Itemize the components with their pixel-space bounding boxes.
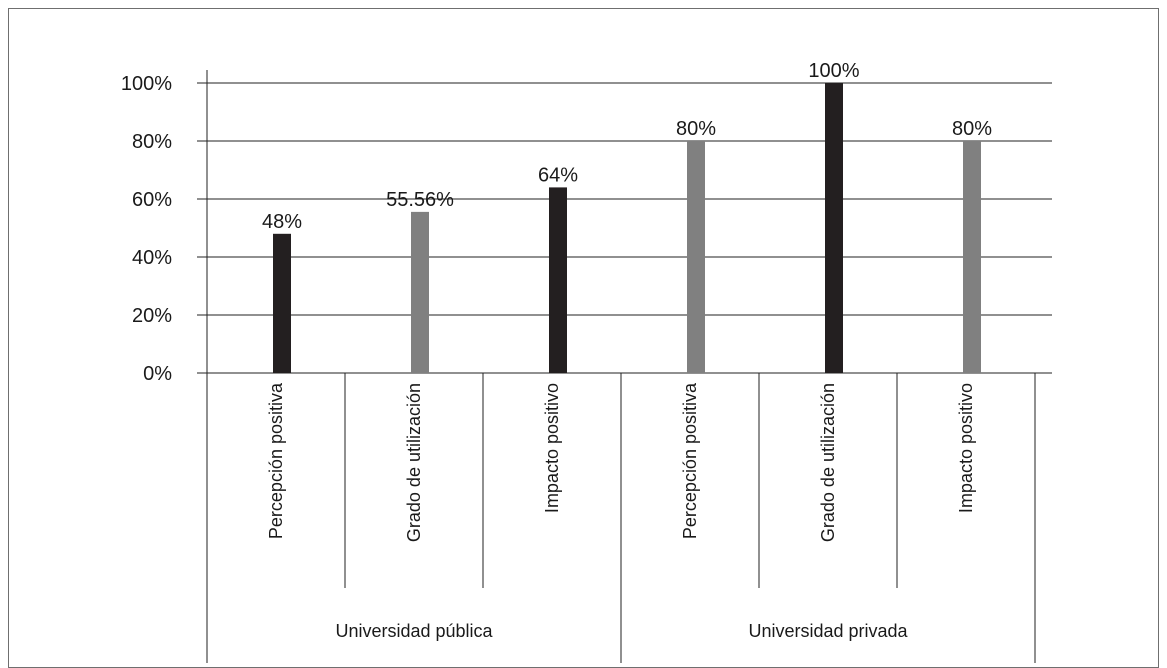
y-tick-label: 100% [121, 73, 172, 95]
category-label: Percepción positiva [680, 382, 700, 539]
bar [825, 83, 843, 373]
data-label: 48% [262, 211, 302, 233]
bar [963, 141, 981, 373]
y-tick-label: 20% [132, 305, 172, 327]
bar [687, 141, 705, 373]
category-labels: Percepción positiva Grado de utilización I… [266, 382, 976, 542]
category-label: Impacto positivo [956, 383, 976, 513]
category-label: Grado de utilización [404, 383, 424, 542]
data-label: 80% [676, 118, 716, 140]
y-tick-label: 60% [132, 189, 172, 211]
bars [273, 83, 981, 373]
data-label: 100% [808, 60, 859, 82]
group-labels: Universidad pública Universidad privada [335, 621, 908, 641]
data-label: 64% [538, 164, 578, 186]
y-tick-label: 40% [132, 247, 172, 269]
axes [206, 70, 1036, 663]
group-label: Universidad pública [335, 621, 493, 641]
category-label: Impacto positivo [542, 383, 562, 513]
category-label: Grado de utilización [818, 383, 838, 542]
bar [549, 187, 567, 373]
y-axis-ticks: 0% 20% 40% 60% 80% 100% [121, 73, 172, 385]
group-label: Universidad privada [748, 621, 908, 641]
bar [411, 211, 429, 373]
data-label: 80% [952, 118, 992, 140]
y-tick-label: 80% [132, 131, 172, 153]
data-labels: 48% 55.56% 64% 80% 100% 80% [262, 60, 992, 233]
bar [273, 233, 291, 373]
y-tick-label: 0% [143, 363, 172, 385]
category-label: Percepción positiva [266, 382, 286, 539]
gridlines [197, 82, 1052, 374]
data-label: 55.56% [386, 189, 454, 211]
